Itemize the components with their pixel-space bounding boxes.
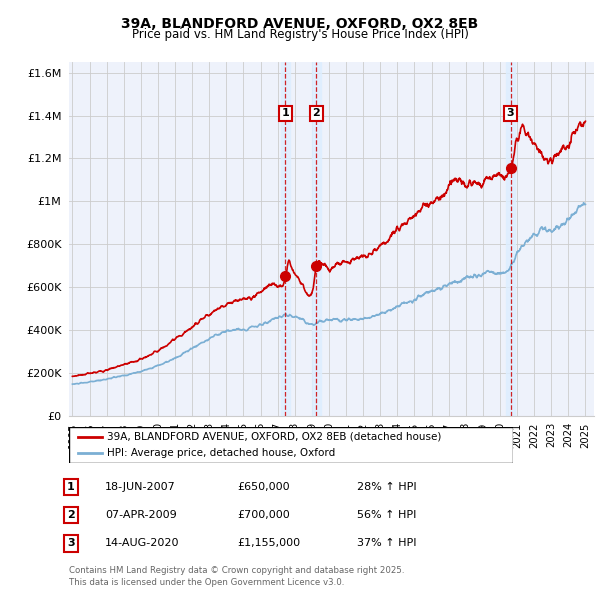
- Text: 1: 1: [281, 109, 289, 118]
- Text: 18-JUN-2007: 18-JUN-2007: [105, 482, 176, 491]
- Bar: [281, 62, 290, 416]
- Text: Price paid vs. HM Land Registry's House Price Index (HPI): Price paid vs. HM Land Registry's House …: [131, 28, 469, 41]
- Text: 2: 2: [313, 109, 320, 118]
- Text: Contains HM Land Registry data © Crown copyright and database right 2025.
This d: Contains HM Land Registry data © Crown c…: [69, 566, 404, 587]
- Bar: [506, 62, 515, 416]
- Text: £650,000: £650,000: [237, 482, 290, 491]
- Text: HPI: Average price, detached house, Oxford: HPI: Average price, detached house, Oxfo…: [107, 448, 335, 458]
- Text: 28% ↑ HPI: 28% ↑ HPI: [357, 482, 416, 491]
- Text: 56% ↑ HPI: 56% ↑ HPI: [357, 510, 416, 520]
- Text: 14-AUG-2020: 14-AUG-2020: [105, 539, 179, 548]
- Text: 3: 3: [507, 109, 514, 118]
- Text: 2: 2: [67, 510, 74, 520]
- Text: 39A, BLANDFORD AVENUE, OXFORD, OX2 8EB: 39A, BLANDFORD AVENUE, OXFORD, OX2 8EB: [121, 17, 479, 31]
- Text: 1: 1: [67, 482, 74, 491]
- Text: 37% ↑ HPI: 37% ↑ HPI: [357, 539, 416, 548]
- Text: 07-APR-2009: 07-APR-2009: [105, 510, 177, 520]
- Text: £700,000: £700,000: [237, 510, 290, 520]
- FancyBboxPatch shape: [69, 427, 513, 463]
- Bar: [312, 62, 321, 416]
- Text: £1,155,000: £1,155,000: [237, 539, 300, 548]
- Text: 39A, BLANDFORD AVENUE, OXFORD, OX2 8EB (detached house): 39A, BLANDFORD AVENUE, OXFORD, OX2 8EB (…: [107, 432, 441, 442]
- Text: 3: 3: [67, 539, 74, 548]
